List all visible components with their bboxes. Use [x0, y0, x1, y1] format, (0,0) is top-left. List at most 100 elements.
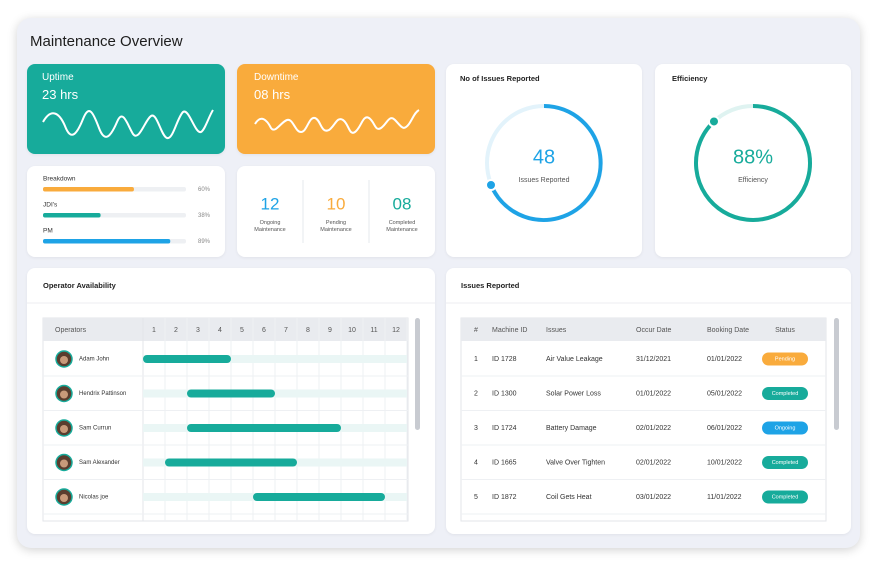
- column-header: Machine ID: [492, 327, 527, 334]
- status-pill[interactable]: [762, 352, 808, 366]
- cell: 01/01/2022: [636, 390, 671, 397]
- gantt-frame: [42, 317, 409, 522]
- ring-marker: [707, 115, 720, 128]
- status-pill[interactable]: [762, 387, 808, 400]
- progress-bar: [43, 213, 101, 218]
- column-header: #: [474, 327, 478, 334]
- status-pill[interactable]: [762, 421, 808, 435]
- avatar-face: [60, 494, 68, 502]
- cell: 5: [474, 494, 478, 501]
- ring-arc: [489, 104, 603, 222]
- progress-card: Breakdown 60% JDI's 38% PM 89%: [27, 166, 225, 257]
- cell: 31/12/2021: [636, 356, 671, 363]
- issues-ring: No of Issues Reported 48 Issues Reported: [460, 74, 603, 222]
- ring-arc: [694, 104, 812, 222]
- progress-label: PM: [43, 228, 53, 235]
- maintenance-card: 12 Ongoing Maintenance 10 Pending Maintenance…: [237, 166, 435, 257]
- gantt-bar: [187, 389, 275, 398]
- count-value: 12: [261, 194, 280, 213]
- cell: Valve Over Tighten: [546, 459, 605, 466]
- cell: 3: [474, 425, 478, 432]
- hour-label: 3: [196, 327, 200, 334]
- progress-bar: [43, 187, 134, 192]
- hour-label: 9: [328, 327, 332, 334]
- progress-label: Breakdown: [43, 176, 76, 183]
- cell: 02/01/2022: [636, 459, 671, 466]
- cell: ID 1300: [492, 390, 517, 397]
- scrollbar[interactable]: [834, 318, 839, 430]
- status-label: Pending: [775, 356, 795, 362]
- avatar-face: [60, 425, 68, 433]
- ring-label: Efficiency: [738, 177, 768, 184]
- status-label: Completed: [772, 460, 799, 466]
- ring-value: 48: [533, 146, 555, 168]
- hour-label: 10: [348, 327, 356, 334]
- cell: 1: [474, 356, 478, 363]
- card-title: Operator Availability: [43, 281, 117, 290]
- progress-label: JDI's: [43, 202, 58, 209]
- cell: 03/01/2022: [636, 494, 671, 501]
- count-value: 10: [327, 194, 346, 213]
- status-pill[interactable]: [762, 456, 808, 469]
- card-title: No of Issues Reported: [460, 74, 540, 83]
- column-header: Status: [775, 327, 795, 334]
- hour-label: 12: [392, 327, 400, 334]
- operator-name: Sam Alexander: [79, 460, 120, 466]
- ring-label: Issues Reported: [519, 177, 570, 184]
- progress-value: 60%: [198, 187, 211, 193]
- status-label: Completed: [772, 391, 799, 397]
- count-label: Completed Maintenance: [386, 220, 418, 233]
- ring-marker: [485, 179, 497, 191]
- progress-value: 38%: [198, 213, 211, 219]
- scrollbar[interactable]: [415, 318, 420, 430]
- cell: Coil Gets Heat: [546, 494, 592, 501]
- hour-label: 8: [306, 327, 310, 334]
- gantt-bar: [253, 493, 385, 501]
- hour-label: 1: [152, 327, 156, 334]
- gantt-bar: [165, 458, 297, 467]
- cell: ID 1724: [492, 425, 517, 432]
- hour-label: 11: [370, 327, 377, 334]
- gantt-bar: [187, 424, 341, 432]
- cell: 11/01/2022: [707, 494, 742, 501]
- cell: 4: [474, 459, 478, 466]
- downtime-value: 08 hrs: [254, 87, 291, 102]
- efficiency-ring: Efficiency 88% Efficiency: [672, 74, 812, 222]
- hour-label: 2: [174, 327, 178, 334]
- cell: 02/01/2022: [636, 425, 671, 432]
- progress-value: 89%: [198, 239, 211, 245]
- uptime-value: 23 hrs: [42, 87, 79, 102]
- hour-label: 6: [262, 327, 266, 334]
- column-header: Operators: [55, 327, 87, 334]
- hour-label: 5: [240, 327, 244, 334]
- hour-label: 7: [284, 327, 288, 334]
- cell: 06/01/2022: [707, 425, 742, 432]
- uptime-card: Uptime 23 hrs: [27, 64, 225, 154]
- issues-ring-card: No of Issues Reported 48 Issues Reported: [446, 64, 642, 257]
- maintenance-counts: 12 Ongoing Maintenance 10 Pending Maintenance…: [254, 180, 418, 243]
- avatar-face: [60, 390, 68, 399]
- cell: ID 1872: [492, 494, 517, 501]
- status-label: Completed: [772, 494, 799, 500]
- cell: 01/01/2022: [707, 356, 742, 363]
- uptime-sparkline: [42, 109, 214, 139]
- cell: 2: [474, 390, 478, 397]
- count-value: 08: [393, 194, 412, 213]
- downtime-card: Downtime 08 hrs: [237, 64, 435, 154]
- downtime-label: Downtime: [254, 72, 299, 83]
- column-header: Occur Date: [636, 327, 672, 334]
- column-header: Issues: [546, 327, 567, 334]
- status-pill[interactable]: [762, 490, 808, 504]
- avatar-face: [60, 356, 68, 364]
- operator-name: Nicolas joe: [79, 495, 109, 501]
- operator-name: Sam Currun: [79, 426, 111, 432]
- cell: 05/01/2022: [707, 390, 742, 397]
- issues-table: Issues Reported # Machine ID Issues Occur Da…: [446, 281, 851, 522]
- cell: Battery Damage: [546, 425, 597, 432]
- operator-card: Operator Availability Operators 1 2 3 4 5 6 7 8 9 1…: [27, 268, 435, 534]
- avatar-face: [60, 459, 68, 468]
- count-label: Ongoing Maintenance: [254, 220, 286, 233]
- cell: Solar Power Loss: [546, 390, 601, 397]
